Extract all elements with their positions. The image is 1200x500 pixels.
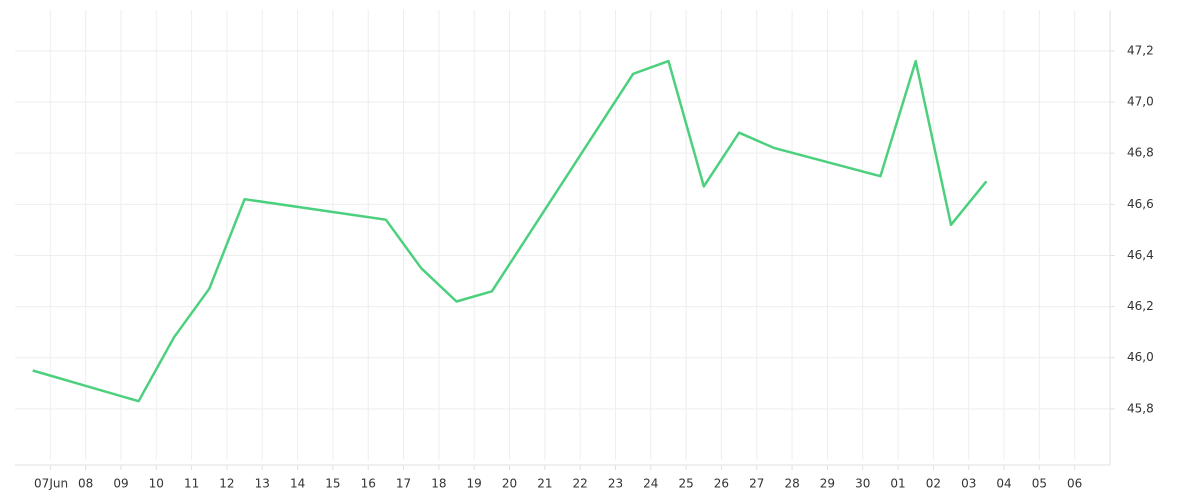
y-tick-label: 46,0 (1127, 350, 1154, 364)
x-tick-label: 06 (1067, 477, 1082, 491)
x-tick-label: 13 (255, 477, 270, 491)
x-tick-label: 17 (396, 477, 411, 491)
y-tick-label: 46,4 (1127, 248, 1154, 262)
x-tick-label: 16 (361, 477, 376, 491)
x-tick-label: 26 (714, 477, 729, 491)
y-tick-label: 46,2 (1127, 299, 1154, 313)
x-tick-label: 15 (325, 477, 340, 491)
x-tick-label: 10 (149, 477, 164, 491)
x-tick-label: 24 (643, 477, 658, 491)
x-tick-label: 29 (820, 477, 835, 491)
y-tick-label: 46,6 (1127, 197, 1154, 211)
x-tick-label: 02 (926, 477, 941, 491)
y-tick-label: 46,8 (1127, 146, 1154, 160)
x-tick-label: 25 (678, 477, 693, 491)
x-tick-label: 21 (537, 477, 552, 491)
x-tick-label: 09 (113, 477, 128, 491)
x-tick-label: 18 (431, 477, 446, 491)
x-month-label: Jun (48, 477, 68, 491)
y-tick-label: 47,0 (1127, 95, 1154, 109)
x-tick-label: 11 (184, 477, 199, 491)
x-tick-label: 30 (855, 477, 870, 491)
x-tick-label: 03 (961, 477, 976, 491)
x-tick-label: 14 (290, 477, 305, 491)
x-tick-label: 08 (78, 477, 93, 491)
y-tick-label: 45,8 (1127, 401, 1154, 415)
x-tick-label: 01 (890, 477, 905, 491)
x-tick-label: 22 (573, 477, 588, 491)
x-tick-label: 28 (784, 477, 799, 491)
x-tick-label: 23 (608, 477, 623, 491)
x-tick-label: 05 (1032, 477, 1047, 491)
x-tick-label: 27 (749, 477, 764, 491)
y-tick-label: 47,2 (1127, 43, 1154, 57)
x-tick-label: 12 (219, 477, 234, 491)
x-tick-label: 20 (502, 477, 517, 491)
x-tick-label: 04 (996, 477, 1011, 491)
line (32, 59, 988, 403)
x-tick-label: 07 (34, 477, 49, 491)
x-tick-label: 19 (467, 477, 482, 491)
